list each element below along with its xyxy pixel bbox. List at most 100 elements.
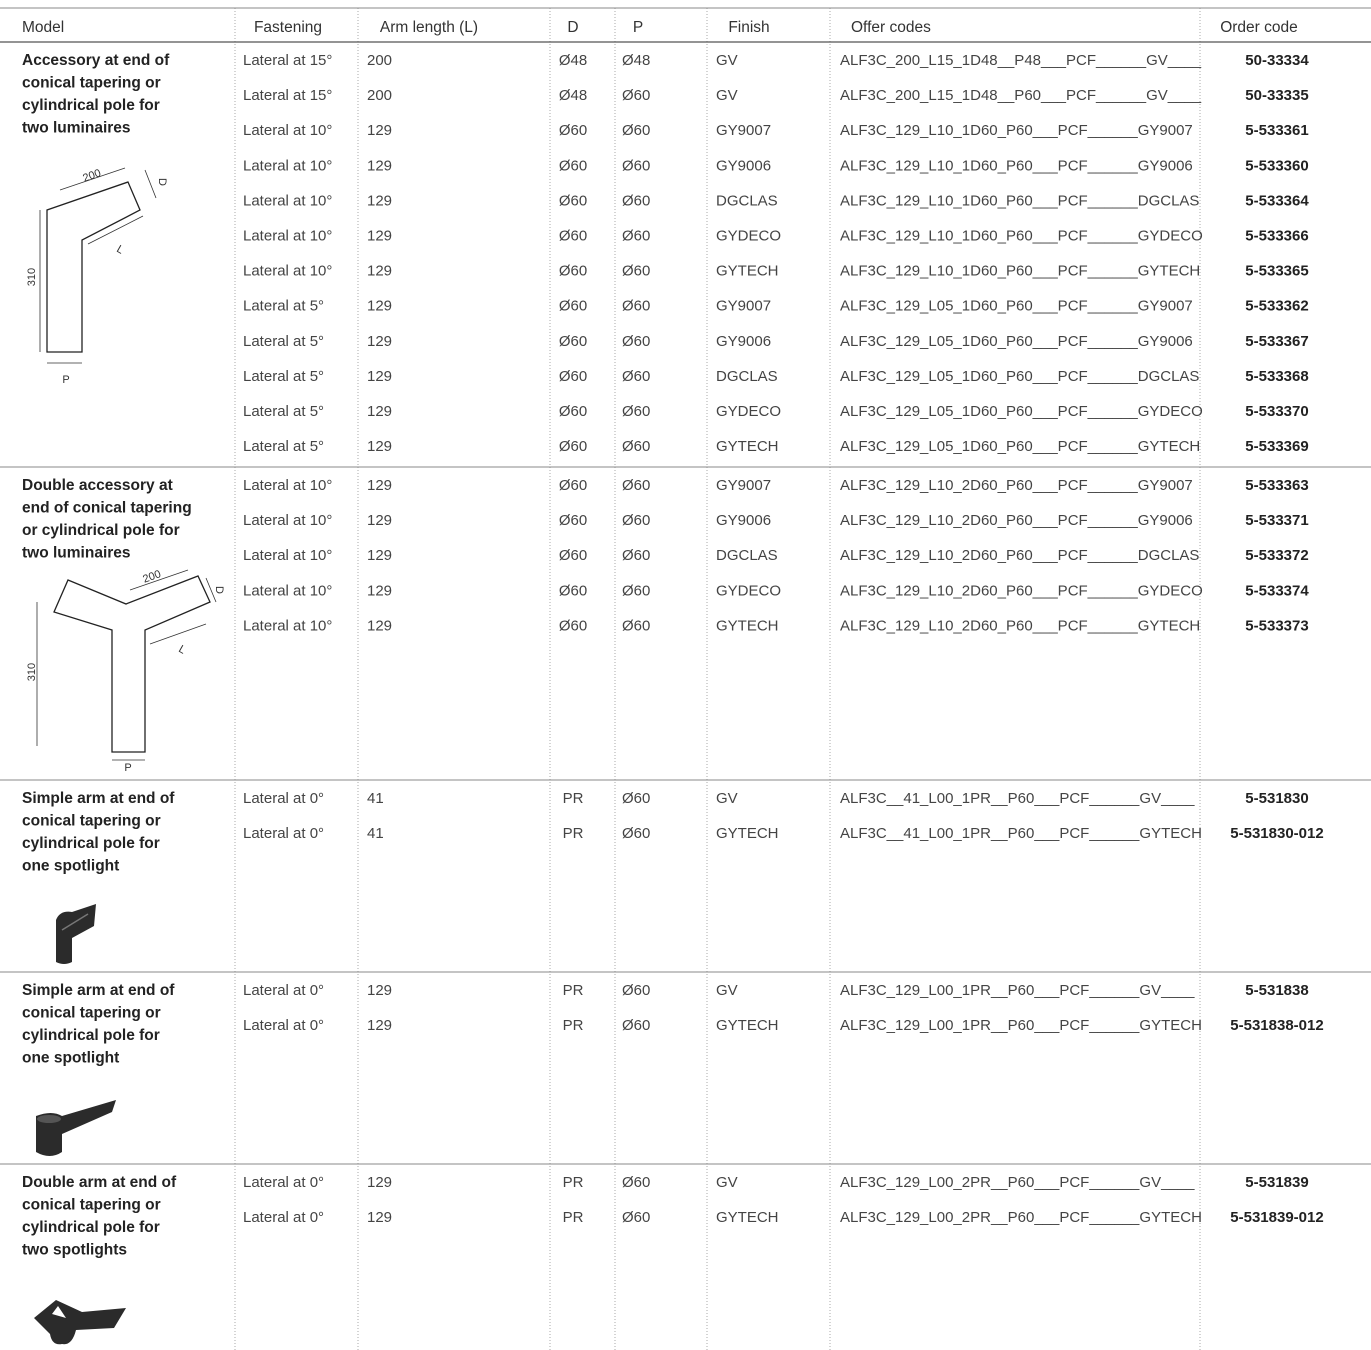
order-code: 5-533365 <box>1245 263 1308 280</box>
cell: Ø60 <box>622 477 650 494</box>
model-name: cylindrical pole for <box>22 97 160 114</box>
photo-highlight <box>61 913 89 931</box>
diagram-label: 200 <box>81 167 102 185</box>
model-name: cylindrical pole for <box>22 835 160 852</box>
cell: GV <box>716 1174 738 1191</box>
cell: GY9007 <box>716 477 771 494</box>
cell: ALF3C_129_L10_1D60_P60___PCF______GY9006 <box>840 157 1193 174</box>
cell: Ø60 <box>559 617 587 634</box>
cell: ALF3C_129_L05_1D60_P60___PCF______GYTECH <box>840 438 1200 455</box>
order-code: 5-533369 <box>1245 438 1308 455</box>
model-name: conical tapering or <box>22 813 161 830</box>
diagram-label: D <box>213 586 225 594</box>
cell: 129 <box>367 227 392 244</box>
cell: Ø60 <box>622 1209 650 1226</box>
cell: ALF3C_129_L10_2D60_P60___PCF______GYTECH <box>840 617 1200 634</box>
cell: ALF3C_129_L00_1PR__P60___PCF______GYTECH <box>840 1017 1202 1034</box>
order-code: 5-533366 <box>1245 227 1308 244</box>
cell: Ø60 <box>622 1017 650 1034</box>
cell: Ø60 <box>622 157 650 174</box>
cell: GV <box>716 87 738 104</box>
cell: Lateral at 0° <box>243 1017 324 1034</box>
diagram-label: 310 <box>26 663 38 681</box>
cell: GYTECH <box>716 1209 779 1226</box>
cell: Ø60 <box>559 333 587 350</box>
cell: GY9007 <box>716 298 771 315</box>
cell: Ø60 <box>559 227 587 244</box>
order-code: 5-531838-012 <box>1230 1017 1323 1034</box>
cell: Lateral at 5° <box>243 298 324 315</box>
cell: ALF3C_129_L05_1D60_P60___PCF______DGCLAS <box>840 368 1199 385</box>
order-code: 5-531839 <box>1245 1174 1308 1191</box>
cell: ALF3C_129_L00_2PR__P60___PCF______GYTECH <box>840 1209 1202 1226</box>
product-photo <box>34 1300 126 1345</box>
cell: Ø60 <box>622 298 650 315</box>
diagram-label: L <box>114 243 125 256</box>
cell: 129 <box>367 263 392 280</box>
cell: 129 <box>367 477 392 494</box>
cell: Lateral at 0° <box>243 1174 324 1191</box>
cell: ALF3C_129_L10_2D60_P60___PCF______DGCLAS <box>840 547 1199 564</box>
cell: Ø60 <box>559 263 587 280</box>
column-header: Order code <box>1220 19 1298 36</box>
cell: Ø60 <box>559 512 587 529</box>
cell: GYDECO <box>716 227 781 244</box>
order-code: 5-533371 <box>1245 512 1308 529</box>
cell: Lateral at 10° <box>243 477 332 494</box>
cell: DGCLAS <box>716 192 778 209</box>
order-code: 5-533362 <box>1245 298 1308 315</box>
cell: 129 <box>367 438 392 455</box>
cell: 129 <box>367 368 392 385</box>
cell: 41 <box>367 825 384 842</box>
model-name: Double arm at end of <box>22 1174 177 1191</box>
cell: Ø60 <box>622 192 650 209</box>
cell: 129 <box>367 1209 392 1226</box>
cell: Lateral at 10° <box>243 192 332 209</box>
cell: Lateral at 10° <box>243 547 332 564</box>
cell: GYTECH <box>716 825 779 842</box>
cell: PR <box>563 1209 584 1226</box>
cell: 129 <box>367 582 392 599</box>
cell: 129 <box>367 157 392 174</box>
dimension-line <box>129 569 189 591</box>
cell: 129 <box>367 1174 392 1191</box>
cell: Ø48 <box>559 87 587 104</box>
column-header: Finish <box>728 19 769 36</box>
cell: ALF3C_129_L10_1D60_P60___PCF______GYTECH <box>840 263 1200 280</box>
cell: ALF3C_129_L00_1PR__P60___PCF______GV____ <box>840 982 1195 999</box>
order-code: 5-533372 <box>1245 547 1308 564</box>
order-code: 5-531830 <box>1245 790 1308 807</box>
cell: Lateral at 15° <box>243 87 332 104</box>
model-name: Simple arm at end of <box>22 790 175 807</box>
order-code: 50-33334 <box>1245 52 1309 69</box>
model-name: two luminaires <box>22 545 131 562</box>
photo-highlight <box>52 1306 66 1318</box>
order-code: 5-533373 <box>1245 617 1308 634</box>
cell: Ø60 <box>622 227 650 244</box>
diagram-label: D <box>156 178 168 186</box>
cell: Ø60 <box>622 333 650 350</box>
cell: 129 <box>367 298 392 315</box>
cell: Ø60 <box>622 1174 650 1191</box>
cell: Ø60 <box>622 982 650 999</box>
model-name: end of conical tapering <box>22 500 192 517</box>
column-header: Arm length (L) <box>380 19 478 36</box>
cell: PR <box>563 825 584 842</box>
cell: 129 <box>367 617 392 634</box>
cell: GY9006 <box>716 333 771 350</box>
cell: Lateral at 0° <box>243 790 324 807</box>
cell: GY9006 <box>716 157 771 174</box>
product-photo <box>56 904 96 964</box>
cell: ALF3C_200_L15_1D48__P48___PCF______GV___… <box>840 52 1202 69</box>
column-header: D <box>567 19 578 36</box>
cell: 129 <box>367 1017 392 1034</box>
cell: ALF3C_129_L10_2D60_P60___PCF______GY9007 <box>840 477 1193 494</box>
cell: GYTECH <box>716 438 779 455</box>
dimension-line <box>87 215 144 245</box>
diagram-shape <box>53 575 211 753</box>
cell: Ø60 <box>622 547 650 564</box>
cell: Ø60 <box>622 263 650 280</box>
model-name: or cylindrical pole for <box>22 522 180 539</box>
cell: 129 <box>367 192 392 209</box>
diagram-label: 310 <box>26 268 38 286</box>
